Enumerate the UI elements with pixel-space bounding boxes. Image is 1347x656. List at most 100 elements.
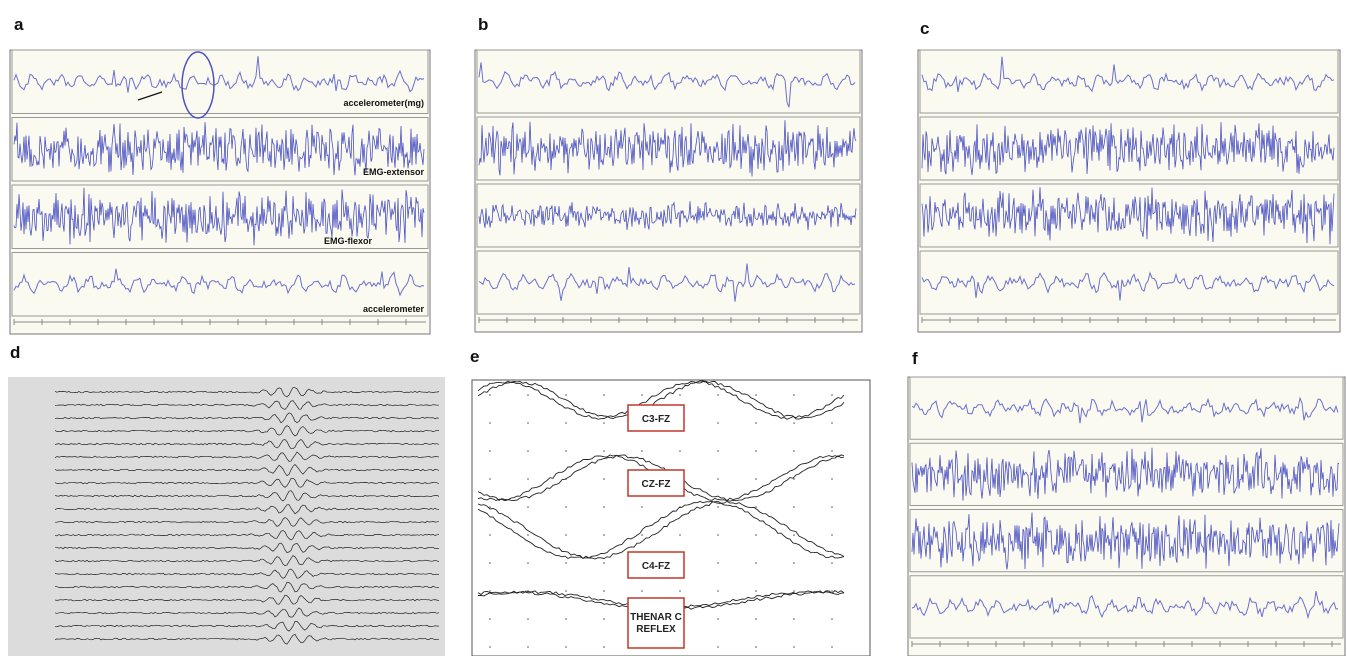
trace-label: accelerometer	[363, 304, 425, 314]
grid-dot	[831, 562, 833, 564]
row-frame	[919, 116, 1339, 181]
grid-dot	[527, 646, 529, 648]
row-frame	[909, 575, 1344, 639]
row-frame	[919, 49, 1339, 114]
grid-dot	[793, 478, 795, 480]
labels: accelerometer(mg) EMG-extensor EMG-flexo…	[324, 98, 682, 635]
row-frame	[909, 509, 1344, 573]
grid-dot	[527, 394, 529, 396]
ep-trace	[477, 500, 845, 560]
grid-dot	[489, 394, 491, 396]
grid-dot	[603, 422, 605, 424]
grid-dot	[527, 618, 529, 620]
grid-dot	[489, 422, 491, 424]
box-label-line: REFLEX	[636, 624, 676, 635]
grid-dot	[717, 478, 719, 480]
grid-dot	[793, 422, 795, 424]
panel-frame	[917, 49, 1341, 333]
grid-dot	[717, 562, 719, 564]
panel-frame	[9, 49, 431, 335]
grid-dot	[565, 646, 567, 648]
eeg-trace	[54, 594, 440, 605]
panel-letter: d	[10, 343, 20, 362]
signal-trace	[13, 268, 425, 297]
eeg-trace	[54, 633, 440, 645]
row-frame	[11, 184, 429, 249]
ep-trace	[477, 500, 845, 560]
grid-dot	[641, 394, 643, 396]
grid-dot	[755, 590, 757, 592]
eeg-trace	[54, 555, 440, 566]
grid-dot	[603, 590, 605, 592]
box-label: CZ-FZ	[642, 479, 671, 490]
signal-trace	[478, 263, 856, 302]
grid-dot	[755, 478, 757, 480]
grid-dot	[679, 534, 681, 536]
panel-letter: c	[920, 19, 929, 38]
eeg-trace	[54, 504, 440, 515]
grid-dot	[755, 618, 757, 620]
grid-dot	[755, 646, 757, 648]
eeg-trace	[54, 451, 440, 462]
signal-trace	[13, 187, 425, 246]
eeg-trace	[54, 477, 440, 488]
grid-dot	[717, 534, 719, 536]
grid-dot	[603, 534, 605, 536]
label-box	[627, 597, 685, 649]
grid-dot	[755, 534, 757, 536]
row-frame	[476, 116, 861, 181]
grid-dot	[679, 450, 681, 452]
grid-dot	[831, 450, 833, 452]
row-frame	[919, 250, 1339, 315]
grid-dot	[565, 506, 567, 508]
label-box	[627, 551, 685, 579]
grid-dot	[793, 506, 795, 508]
grid-dot	[679, 394, 681, 396]
grid-dot	[489, 562, 491, 564]
grid-dot	[755, 394, 757, 396]
signal-trace	[911, 396, 1339, 424]
grid-dot	[565, 422, 567, 424]
signal-trace	[911, 512, 1340, 570]
grid-dot	[565, 450, 567, 452]
eeg-trace	[54, 464, 440, 477]
eeg-trace	[54, 400, 439, 410]
signal-trace	[13, 122, 425, 176]
row-frame	[11, 117, 429, 182]
grid-dot	[717, 506, 719, 508]
trace-label: accelerometer(mg)	[343, 98, 424, 108]
grid-dot	[717, 450, 719, 452]
grid-dot	[603, 394, 605, 396]
grid-dot	[565, 562, 567, 564]
grid-dot	[793, 394, 795, 396]
panel-letter: b	[478, 15, 488, 34]
grid-dot	[527, 562, 529, 564]
grid-dot	[489, 450, 491, 452]
arrow	[137, 91, 163, 101]
grid-dot	[755, 562, 757, 564]
grid-dot	[717, 646, 719, 648]
grid-dot	[831, 646, 833, 648]
grid-dot	[831, 590, 833, 592]
eeg-trace	[54, 530, 440, 541]
ep-trace	[477, 454, 845, 502]
grid-dot	[641, 590, 643, 592]
grid-dot	[641, 506, 643, 508]
eeg-trace	[54, 490, 440, 502]
row-frame	[909, 442, 1344, 506]
grid-dot	[565, 590, 567, 592]
row-frame	[919, 183, 1339, 248]
grid-dot	[527, 478, 529, 480]
signal-trace	[911, 590, 1339, 620]
panel-frame	[907, 376, 1346, 656]
grid-dot	[641, 450, 643, 452]
grid-dot	[793, 562, 795, 564]
eeg-trace	[54, 607, 440, 618]
row-frame	[476, 49, 861, 114]
signal-trace	[921, 122, 1335, 176]
grid-dot	[565, 534, 567, 536]
grid-dot	[489, 618, 491, 620]
grid-dot	[831, 534, 833, 536]
grid-dot	[755, 450, 757, 452]
